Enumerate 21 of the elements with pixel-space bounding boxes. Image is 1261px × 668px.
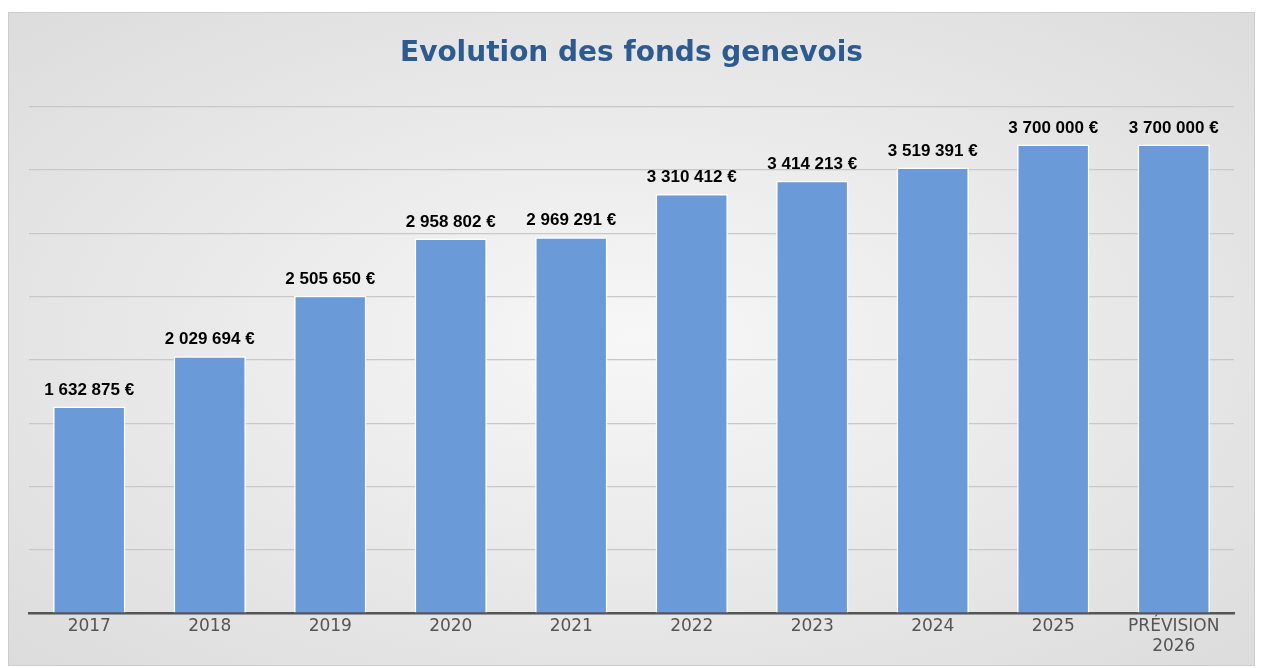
x-tick-label: PRÉVISION 2026 <box>1128 613 1220 656</box>
x-tick-label: 2020 <box>429 614 473 635</box>
data-label: 2 969 291 € <box>526 210 617 230</box>
x-tick-label: 2021 <box>549 614 593 635</box>
x-tick-label: 2022 <box>670 614 714 635</box>
data-label: 3 310 412 € <box>646 167 738 187</box>
data-label: 3 700 000 € <box>1128 117 1220 137</box>
data-label: 2 029 694 € <box>164 329 256 349</box>
data-label: 3 700 000 € <box>1008 117 1099 137</box>
x-tick-label: 2024 <box>911 614 955 635</box>
data-label: 3 519 391 € <box>887 140 979 160</box>
data-label: 2 958 802 € <box>405 211 497 231</box>
data-label: 2 505 650 € <box>285 269 376 289</box>
x-tick-label: 2023 <box>790 614 834 635</box>
data-label: 1 632 875 € <box>44 379 135 399</box>
x-tick-label: 2025 <box>1031 614 1075 635</box>
x-tick-label: 2018 <box>188 614 232 635</box>
chart-title: Evolution des fonds genevois <box>399 35 864 69</box>
data-label: 3 414 213 € <box>767 153 858 173</box>
x-tick-label: 2017 <box>67 614 111 635</box>
x-tick-label: 2019 <box>308 614 352 635</box>
